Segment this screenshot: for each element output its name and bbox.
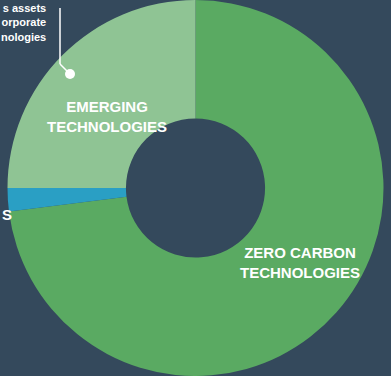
svg-text:s assetsorporatenologies: s assetsorporatenologies	[1, 2, 46, 43]
svg-text:ZERO CARBONTECHNOLOGIES: ZERO CARBONTECHNOLOGIES	[240, 244, 360, 281]
svg-text:S: S	[2, 206, 12, 223]
svg-text:EMERGINGTECHNOLOGIES: EMERGINGTECHNOLOGIES	[47, 98, 167, 135]
